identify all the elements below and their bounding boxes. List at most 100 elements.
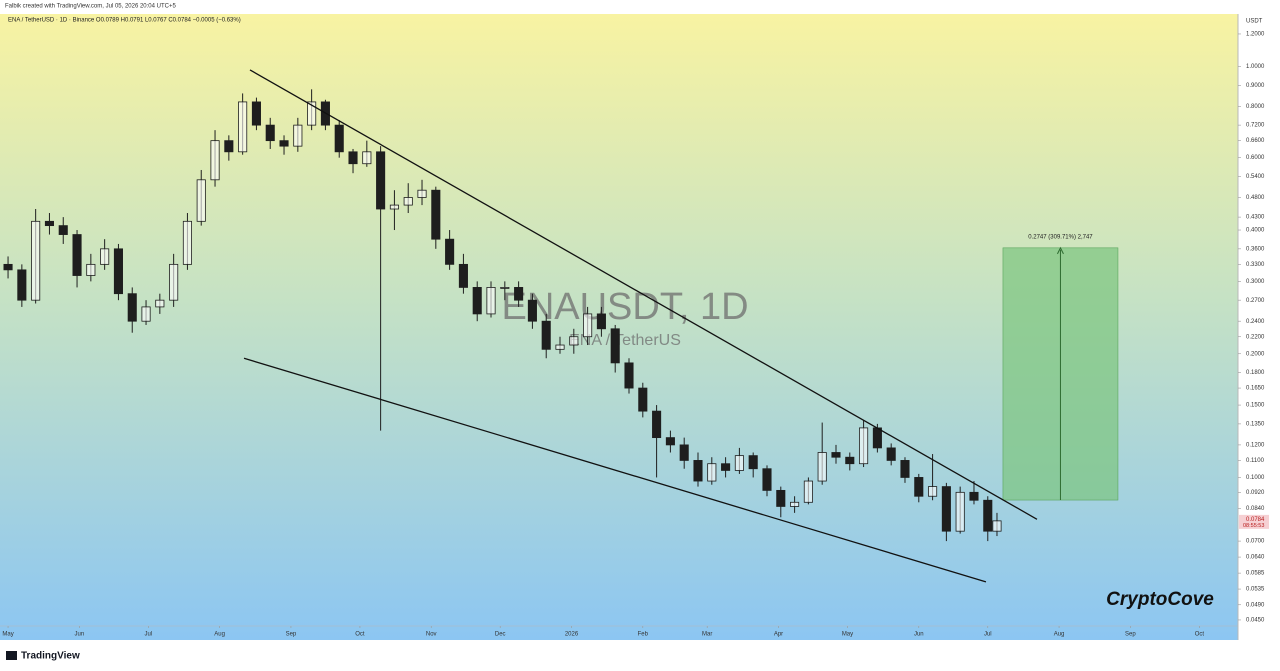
signature: CryptoCove [1106, 589, 1214, 610]
candle-body [44, 220, 54, 227]
candle-body [472, 287, 482, 315]
candle-body [417, 189, 427, 198]
candle-body [541, 320, 551, 350]
x-tick-label: Oct [1195, 632, 1205, 638]
candle-body [983, 499, 993, 532]
chart-title: ENA / TetherUSD · 1D · Binance O0.0789 H… [8, 18, 241, 24]
candle-body [127, 293, 137, 322]
x-tick-label: Feb [638, 632, 649, 638]
candle-body [431, 189, 441, 240]
y-tick-label: 0.7200 [1246, 123, 1265, 129]
candle-body [86, 263, 96, 276]
x-tick-label: Apr [774, 632, 783, 638]
y-unit: USDT [1246, 19, 1263, 25]
candle-body [941, 486, 951, 532]
y-tick-label: 0.2400 [1246, 319, 1265, 325]
candle-body [969, 491, 979, 501]
logo-icon [6, 651, 17, 660]
candle-body [100, 248, 110, 265]
candle-body [872, 427, 882, 449]
y-tick-label: 0.3000 [1246, 279, 1265, 285]
candle-body [307, 101, 317, 126]
candle-body [665, 437, 675, 446]
trend-line [249, 69, 1038, 520]
candle-body [527, 299, 537, 322]
x-tick-label: May [842, 632, 853, 638]
candle-body [17, 269, 27, 301]
candle-body [403, 197, 413, 206]
y-tick-label: 1.0000 [1246, 64, 1265, 70]
candle-body [514, 287, 524, 301]
y-tick-label: 0.3600 [1246, 246, 1265, 252]
y-tick-label: 0.4800 [1246, 195, 1265, 201]
y-tick-label: 0.9000 [1246, 83, 1265, 89]
candles [3, 89, 1002, 542]
candle-body [155, 299, 165, 308]
candle-body [707, 463, 717, 482]
y-tick-label: 0.3300 [1246, 262, 1265, 268]
x-tick-label: May [2, 632, 13, 638]
y-tick-label: 0.1650 [1246, 386, 1265, 392]
y-tick-label: 0.4000 [1246, 228, 1265, 234]
x-tick-label: 2026 [565, 632, 579, 638]
y-tick-label: 0.1100 [1246, 458, 1265, 464]
candle-body [348, 151, 358, 165]
candle-body [790, 501, 800, 507]
candle-body [72, 234, 82, 276]
candle-body [224, 140, 234, 153]
candle-body [955, 491, 965, 532]
candle-body [679, 444, 689, 461]
x-tick-label: Jun [914, 632, 924, 638]
y-tick-label: 0.1000 [1246, 475, 1265, 481]
y-tick-label: 0.0450 [1246, 618, 1265, 624]
y-tick-label: 0.2200 [1246, 334, 1265, 340]
candle-body [776, 489, 786, 507]
candle-body [900, 460, 910, 478]
candle-body [334, 124, 344, 153]
y-tick-label: 0.1350 [1246, 421, 1265, 427]
candle-body [141, 306, 151, 322]
watermark-subtitle: ENA / TetherUS [569, 332, 681, 349]
y-tick-label: 0.0585 [1246, 571, 1265, 577]
candle-body [762, 468, 772, 491]
candle-body [859, 427, 869, 465]
x-tick-label: Jul [145, 632, 153, 638]
x-tick-label: Sep [1125, 632, 1136, 638]
last-price-tag [1239, 514, 1269, 529]
y-tick-label: 1.2000 [1246, 32, 1265, 38]
candle-body [169, 263, 179, 301]
countdown-label: 08:55:53 [1243, 523, 1264, 529]
candle-body [845, 456, 855, 465]
candle-body [293, 124, 303, 147]
candle-body [610, 328, 620, 364]
candle-body [210, 140, 220, 181]
candle-body [624, 362, 634, 389]
candle-body [803, 480, 813, 503]
measurement-label: 0.2747 (309.71%) 2,747 [1028, 234, 1093, 240]
x-tick-label: Aug [214, 632, 225, 638]
candle-body [31, 220, 41, 301]
y-tick-label: 0.0840 [1246, 506, 1265, 512]
candle-body [914, 477, 924, 497]
candle-body [3, 263, 13, 271]
candle-body [992, 520, 1002, 532]
x-tick-label: Nov [426, 632, 437, 638]
y-tick-label: 0.0640 [1246, 555, 1265, 561]
y-tick-label: 0.0700 [1246, 539, 1265, 545]
candle-body [693, 460, 703, 482]
y-tick-label: 0.0490 [1246, 602, 1265, 608]
y-tick-label: 0.1200 [1246, 442, 1265, 448]
candle-body [500, 287, 510, 289]
candle-body [734, 455, 744, 471]
x-tick-label: Sep [286, 632, 297, 638]
x-tick-label: Jun [75, 632, 85, 638]
y-tick-label: 0.5400 [1246, 174, 1265, 180]
candle-body [596, 313, 606, 330]
y-tick-label: 0.4300 [1246, 215, 1265, 221]
header: Falbik created with TradingView.com, Jul… [5, 4, 176, 10]
candle-body [58, 225, 68, 235]
candle-body [569, 336, 579, 346]
x-tick-label: Oct [355, 632, 365, 638]
candle-body [928, 486, 938, 497]
